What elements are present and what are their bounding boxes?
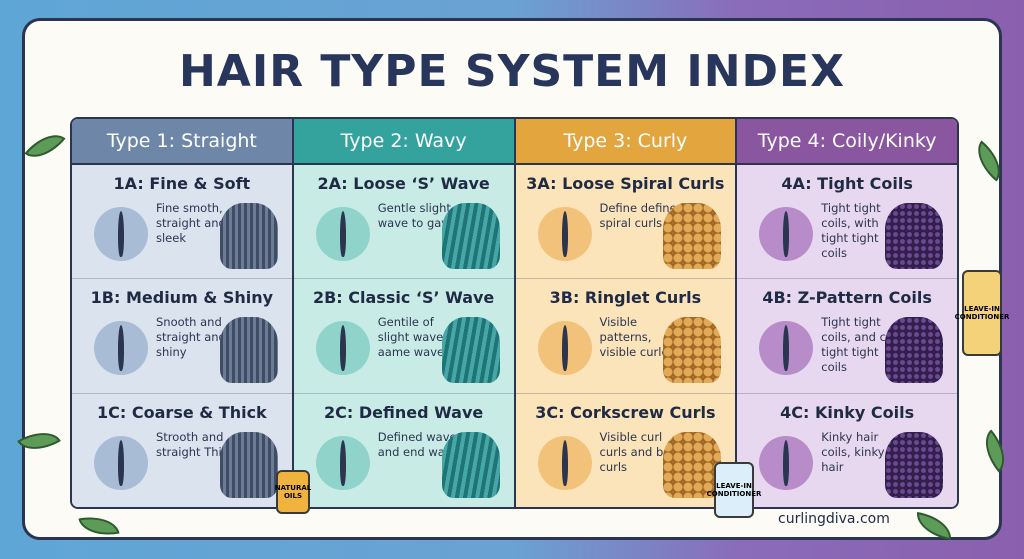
- strand: [339, 439, 346, 486]
- hair-cell: 2A: Loose ‘S’ Wave Gentle slight wave to …: [293, 165, 514, 280]
- hair-cell: 1B: Medium & Shiny Snooth and straight an…: [72, 279, 292, 394]
- strand: [118, 325, 124, 372]
- hair-swatch: [663, 203, 722, 269]
- cell-title: 1A: Fine & Soft: [113, 174, 251, 193]
- cell-description: Gentle slight wave to gave: [377, 201, 456, 230]
- cell-title: 4A: Tight Coils: [781, 174, 913, 193]
- strand-icon: [315, 321, 370, 376]
- hair-cell: 2B: Classic ‘S’ Wave Gentile of slight wa…: [293, 279, 514, 394]
- column-header: Type 2: Wavy: [293, 119, 514, 165]
- footer: curlingdiva.com: [778, 511, 890, 527]
- cell-title: 3A: Loose Spiral Curls: [526, 174, 725, 193]
- column-header: Type 3: Curly: [515, 119, 736, 165]
- cell-title: 3B: Ringlet Curls: [549, 288, 702, 308]
- type-column: Type 4: Coily/Kinky 4A: Tight Coils Tight …: [737, 119, 957, 507]
- cell-title: 2C: Defined Wave: [323, 402, 484, 422]
- column-header: Type 4: Coily/Kinky: [737, 119, 957, 165]
- strand: [561, 325, 568, 372]
- strand: [561, 211, 568, 257]
- hair-swatch: [663, 317, 722, 384]
- hair-swatch: [885, 317, 943, 384]
- hair-swatch: [885, 203, 943, 269]
- cell-title: 2A: Loose ‘S’ Wave: [317, 174, 490, 193]
- cell-description: Tight tight coils, with tight tight coil…: [821, 201, 881, 260]
- cell-description: Fine smoth, straight and sleek: [156, 201, 226, 245]
- cell-description: Define defined spiral curls: [599, 201, 684, 230]
- hair-cell: 3B: Ringlet Curls Visible patterns, visib…: [515, 279, 736, 394]
- cell-description: Defined wave and end wave: [377, 429, 459, 459]
- strand: [783, 325, 790, 372]
- strand-icon: [537, 321, 592, 376]
- hair-swatch: [219, 317, 278, 384]
- hair-swatch: [885, 431, 943, 498]
- cell-description: Visible patterns, visible curlens: [599, 315, 682, 360]
- hair-swatch: [441, 317, 500, 384]
- hair-cell: 1A: Fine & Soft Fine smoth, straight and …: [72, 165, 292, 280]
- cell-description: Strooth and straight Thick: [156, 429, 235, 459]
- bottle-label: NATURAL OILS: [275, 470, 311, 514]
- strand: [783, 211, 790, 257]
- hair-cell: 4C: Kinky Coils Kinky hair coils, kinky h…: [737, 394, 957, 507]
- hair-swatch: [663, 431, 722, 498]
- cell-title: 4C: Kinky Coils: [780, 402, 915, 422]
- hair-swatch: [219, 203, 278, 269]
- title: HAIR TYPE SYSTEM INDEX: [178, 46, 846, 97]
- cell-title: 1B: Medium & Shiny: [90, 288, 274, 308]
- strand: [561, 439, 568, 486]
- hair-cell: 3A: Loose Spiral Curls Define defined spi…: [515, 165, 736, 280]
- strand-icon: [94, 435, 148, 490]
- bottle-label: LEAVE-IN CONDITIONER: [955, 270, 1009, 356]
- hair-cell: 4B: Z-Pattern Coils Tight tight coils, an…: [737, 279, 957, 394]
- strand: [118, 439, 124, 486]
- bottle-label: LEAVE-IN CONDITIONER: [707, 462, 761, 518]
- hair-swatch: [441, 203, 500, 269]
- hair-type-table: Type 1: Straight 1A: Fine & Soft Fine smot…: [70, 117, 959, 509]
- hair-cell: 2C: Defined Wave Defined wave and end wav…: [294, 394, 514, 507]
- cell-title: 2B: Classic ‘S’ Wave: [312, 288, 495, 308]
- type-column: Type 2: Wavy 2A: Loose ‘S’ Wave Gentle sli…: [293, 119, 516, 507]
- strand-icon: [94, 321, 148, 376]
- hair-cell: 3C: Corkscrew Curls Visible curl curls an…: [516, 394, 736, 507]
- cell-description: Kinky hair coils, kinky hair: [821, 429, 885, 474]
- column-header: Type 1: Straight: [72, 119, 292, 165]
- cell-title: 4B: Z-Pattern Coils: [762, 288, 932, 308]
- strand-icon: [537, 435, 592, 490]
- strand: [339, 211, 346, 257]
- strand-icon: [315, 207, 370, 261]
- hair-swatch: [219, 431, 278, 498]
- cell-title: 1C: Coarse & Thick: [97, 402, 267, 422]
- hair-cell: 1C: Coarse & Thick Strooth and straight T…: [72, 394, 292, 507]
- strand: [783, 439, 790, 486]
- strand-icon: [315, 435, 370, 490]
- cell-title: 3C: Corkscrew Curls: [535, 402, 716, 422]
- strand-icon: [759, 207, 814, 261]
- hair-cell: 4A: Tight Coils Tight tight coils, with t…: [737, 165, 957, 280]
- type-column: Type 3: Curly 3A: Loose Spiral Curls Defin…: [515, 119, 738, 507]
- strand-icon: [759, 321, 814, 376]
- cell-description: Tight tight coils, and coils tight tight…: [821, 315, 906, 375]
- strand-icon: [759, 435, 814, 490]
- hair-swatch: [441, 431, 500, 498]
- strand: [339, 325, 346, 372]
- strand: [118, 211, 124, 257]
- cell-description: Gentile of slight wave aame wave: [377, 315, 445, 360]
- strand-icon: [537, 207, 592, 261]
- type-column: Type 1: Straight 1A: Fine & Soft Fine smot…: [72, 119, 294, 507]
- strand-icon: [94, 207, 148, 261]
- cell-description: Visible curl curls and b curls: [599, 429, 664, 474]
